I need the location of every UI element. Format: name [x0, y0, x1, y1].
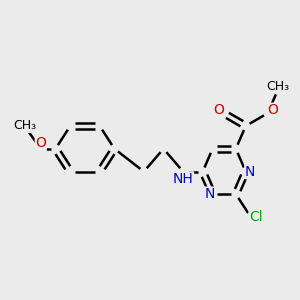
Text: N: N	[204, 187, 215, 201]
Text: CH₃: CH₃	[13, 119, 36, 133]
Text: CH₃: CH₃	[266, 80, 289, 93]
Text: N: N	[245, 165, 255, 178]
Text: Cl: Cl	[249, 210, 263, 224]
Text: O: O	[267, 103, 278, 117]
Text: O: O	[213, 103, 224, 117]
Text: O: O	[35, 136, 46, 150]
Text: NH: NH	[173, 172, 194, 186]
